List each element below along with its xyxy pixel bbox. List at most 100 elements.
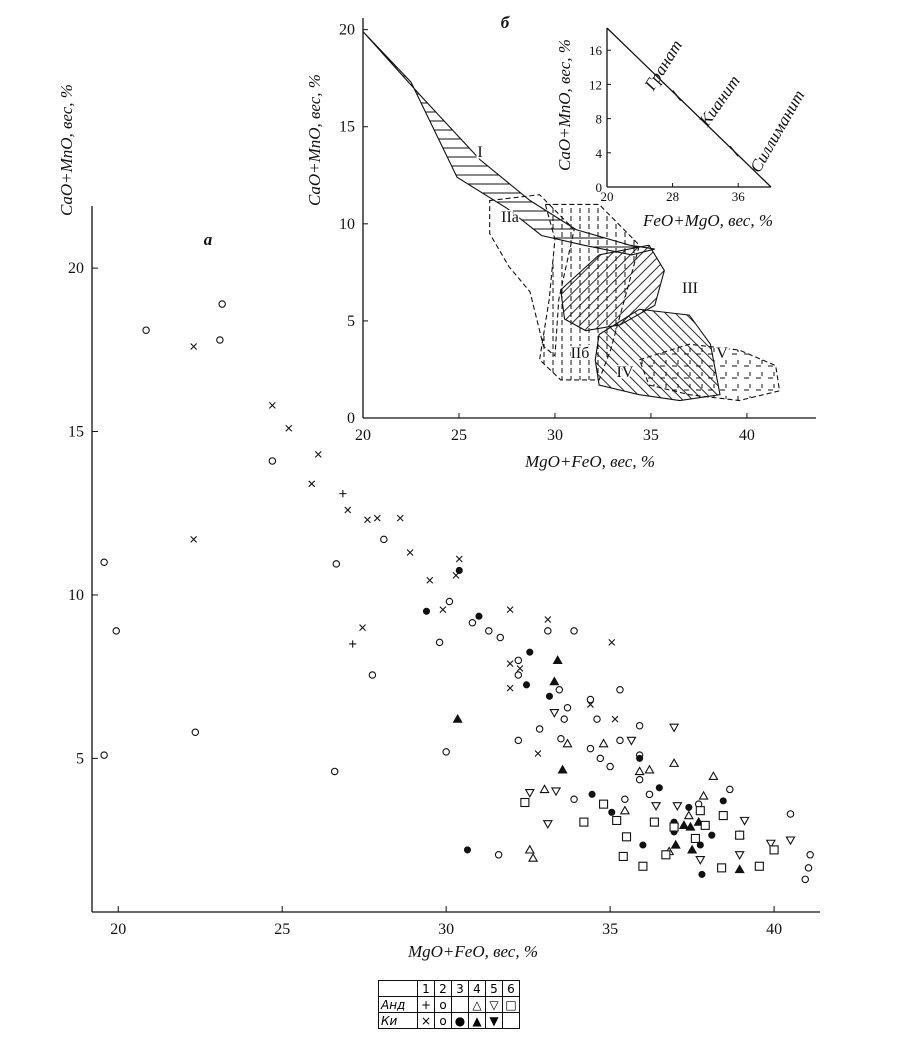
point — [626, 736, 637, 746]
x-tick-label: 30 — [547, 427, 563, 444]
point — [586, 744, 595, 753]
legend-cell: ▽ — [485, 996, 503, 1013]
point — [514, 736, 523, 745]
point — [619, 805, 630, 815]
point — [549, 708, 560, 718]
point — [550, 787, 562, 797]
point — [616, 685, 624, 694]
x-tick-label: 36 — [732, 189, 746, 204]
point — [579, 817, 589, 827]
legend-cell: 4 — [468, 980, 486, 997]
legend-cell: 1 — [417, 980, 435, 997]
point — [545, 692, 554, 700]
point — [555, 685, 564, 694]
point — [661, 850, 671, 860]
y-tick-label: 10 — [339, 216, 355, 233]
point — [616, 736, 624, 745]
y-axis-label: CaO+MnO, вес, % — [57, 84, 76, 216]
point — [586, 695, 595, 704]
point — [719, 797, 727, 805]
point — [804, 864, 813, 872]
legend-cell: Ки — [378, 1012, 418, 1029]
x-tick-label: 40 — [766, 921, 782, 938]
x-axis-label: FeO+MgO, вес, % — [642, 211, 773, 230]
point — [285, 424, 293, 432]
point — [570, 627, 578, 635]
trend-line — [606, 27, 772, 188]
point — [496, 633, 505, 642]
panel-label: б — [501, 13, 511, 32]
point — [608, 638, 616, 646]
point — [687, 844, 698, 854]
point — [557, 735, 565, 743]
x-tick-label: 35 — [643, 427, 659, 444]
point — [562, 738, 573, 748]
point — [524, 789, 535, 798]
point — [608, 808, 616, 816]
legend-cell — [378, 980, 418, 997]
point — [754, 861, 764, 871]
point — [734, 851, 745, 861]
point — [339, 490, 347, 498]
point — [506, 606, 514, 614]
point — [528, 852, 539, 862]
point — [406, 549, 414, 556]
legend-cell: ▼ — [485, 1012, 503, 1029]
point — [426, 576, 434, 584]
point — [522, 681, 531, 689]
point — [314, 451, 322, 458]
point — [596, 754, 605, 763]
point — [514, 656, 523, 665]
point — [100, 558, 108, 567]
point — [765, 839, 776, 849]
point — [544, 616, 552, 623]
y-tick-label: 10 — [68, 587, 84, 604]
point — [445, 597, 454, 606]
point — [700, 820, 710, 830]
point — [644, 764, 655, 774]
y-tick-label: 15 — [339, 119, 355, 136]
field-label: IIа — [501, 209, 519, 226]
legend-row: Анд + o △ ▽ □ — [378, 996, 520, 1013]
point — [344, 506, 352, 514]
panel-label: а — [204, 230, 213, 249]
point — [534, 750, 542, 757]
transition-mark — [729, 145, 739, 157]
point — [100, 751, 108, 759]
y-tick-label: 12 — [589, 77, 602, 92]
point — [678, 820, 689, 830]
y-tick-label: 15 — [68, 424, 84, 441]
point — [696, 841, 704, 849]
field-label: I — [477, 144, 482, 161]
legend-cell: o — [434, 996, 452, 1013]
point — [695, 856, 706, 865]
point — [190, 536, 198, 543]
y-tick-label: 0 — [596, 180, 603, 195]
legend-cell: + — [417, 996, 435, 1013]
legend-cell: 2 — [434, 980, 452, 997]
point — [785, 836, 796, 846]
point — [786, 810, 795, 818]
point — [806, 851, 814, 859]
point — [649, 817, 659, 827]
point — [332, 560, 341, 568]
point — [349, 640, 357, 648]
point — [598, 738, 609, 748]
point — [650, 802, 662, 811]
y-tick-label: 0 — [347, 410, 355, 427]
y-tick-label: 16 — [589, 43, 603, 58]
point — [685, 803, 693, 811]
point — [611, 715, 619, 723]
point — [717, 863, 727, 873]
point — [452, 713, 463, 723]
field-label: IV — [617, 364, 634, 381]
point — [606, 762, 614, 771]
x-tick-label: 20 — [601, 189, 614, 204]
point — [330, 767, 339, 776]
x-axis-label: MgO+FeO, вес, % — [524, 452, 655, 471]
point — [526, 648, 534, 656]
y-tick-label: 20 — [68, 260, 84, 277]
point — [308, 480, 316, 488]
point — [142, 326, 150, 334]
